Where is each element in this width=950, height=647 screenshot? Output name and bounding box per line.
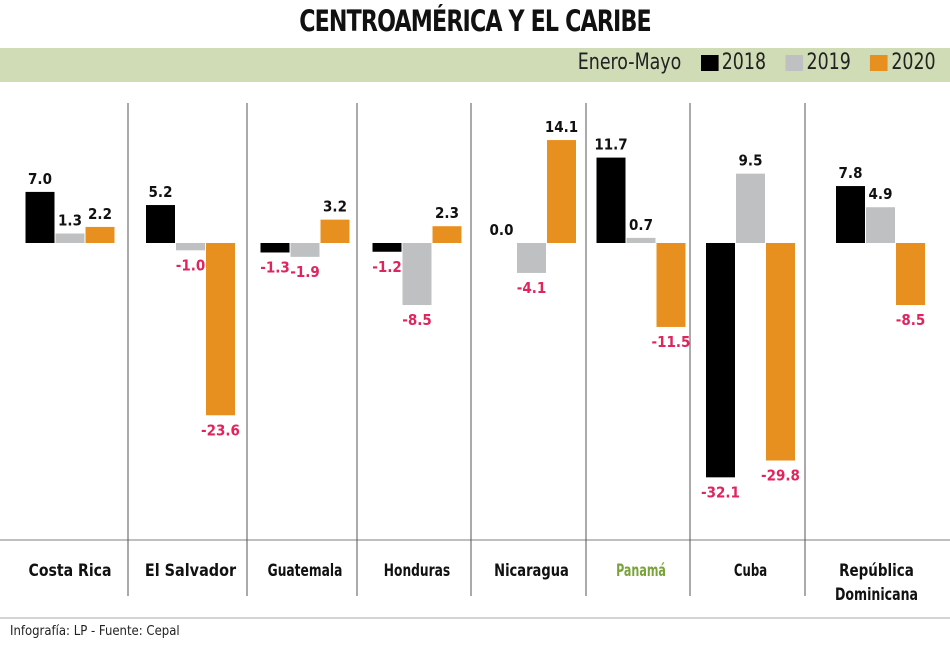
legend-label-2018: 2018 bbox=[722, 50, 767, 75]
category-label: Guatemala bbox=[268, 561, 343, 581]
data-label: 2.3 bbox=[435, 204, 459, 222]
data-label: 1.3 bbox=[58, 212, 82, 230]
category-label: Nicaragua bbox=[494, 561, 569, 581]
legend-label-2020: 2020 bbox=[891, 50, 936, 75]
bar-2018 bbox=[706, 243, 735, 478]
chart-title: CENTROAMÉRICA Y EL CARIBE bbox=[299, 4, 651, 38]
legend-band: Enero-Mayo 2018 2019 2020 bbox=[0, 48, 950, 82]
data-label: 9.5 bbox=[739, 152, 763, 170]
bar-2020 bbox=[206, 243, 235, 416]
data-label: 7.8 bbox=[839, 164, 863, 182]
data-label: -1.9 bbox=[290, 263, 320, 281]
data-label: -8.5 bbox=[896, 311, 926, 329]
legend-subtitle: Enero-Mayo bbox=[578, 50, 682, 75]
bar-2020 bbox=[432, 226, 462, 243]
bar-2020 bbox=[656, 243, 686, 327]
bar-2019 bbox=[736, 173, 765, 243]
bar-2018 bbox=[260, 243, 290, 253]
category-label: El Salvador bbox=[145, 561, 237, 581]
data-label: -1.3 bbox=[260, 258, 290, 276]
data-label: -29.8 bbox=[761, 467, 800, 485]
data-label: -1.2 bbox=[372, 258, 402, 276]
data-label: 4.9 bbox=[869, 185, 893, 203]
source-note: Infografía: LP - Fuente: Cepal bbox=[10, 624, 180, 639]
bar-2019 bbox=[55, 233, 85, 243]
bar-2020 bbox=[896, 243, 925, 306]
bar-2018 bbox=[372, 243, 402, 252]
data-label: 14.1 bbox=[545, 118, 578, 136]
bar-2018 bbox=[596, 157, 626, 243]
bar-2018 bbox=[25, 191, 55, 243]
bar-2020 bbox=[85, 226, 115, 243]
data-label: -8.5 bbox=[402, 311, 432, 329]
data-label: -1.0 bbox=[176, 256, 206, 274]
bar-2018 bbox=[836, 186, 865, 243]
category-label: Panamá bbox=[616, 561, 666, 581]
data-label: -23.6 bbox=[201, 421, 240, 439]
bar-2019 bbox=[866, 207, 895, 243]
bar-2018 bbox=[146, 205, 175, 243]
data-label: 0.7 bbox=[629, 216, 653, 234]
category-label: Dominicana bbox=[835, 585, 918, 605]
data-label: 5.2 bbox=[149, 183, 173, 201]
bar-2020 bbox=[766, 243, 795, 461]
category-label: Costa Rica bbox=[29, 561, 112, 581]
legend-swatch-2018 bbox=[700, 54, 719, 71]
data-label: 0.0 bbox=[490, 221, 514, 239]
category-label: Honduras bbox=[384, 561, 450, 581]
category-label: Cuba bbox=[734, 561, 767, 581]
legend: Enero-Mayo 2018 2019 2020 bbox=[578, 50, 936, 75]
legend-swatch-2019 bbox=[785, 54, 804, 71]
data-label: -11.5 bbox=[652, 333, 691, 351]
bar-2019 bbox=[290, 243, 320, 257]
legend-swatch-2020 bbox=[870, 54, 889, 71]
bar-2020 bbox=[547, 140, 576, 243]
bar-2019 bbox=[517, 243, 546, 273]
bar-2019 bbox=[402, 243, 432, 306]
data-label: 2.2 bbox=[88, 205, 112, 223]
data-label: 7.0 bbox=[28, 170, 52, 188]
data-label: -32.1 bbox=[701, 483, 740, 501]
data-label: 11.7 bbox=[594, 136, 627, 154]
bar-2019 bbox=[626, 237, 656, 243]
data-label: 3.2 bbox=[323, 198, 347, 216]
legend-label-2019: 2019 bbox=[806, 50, 852, 75]
bar-2019 bbox=[176, 243, 205, 251]
category-label: República bbox=[839, 561, 914, 581]
bar-2020 bbox=[320, 219, 350, 243]
data-label: -4.1 bbox=[517, 279, 547, 297]
